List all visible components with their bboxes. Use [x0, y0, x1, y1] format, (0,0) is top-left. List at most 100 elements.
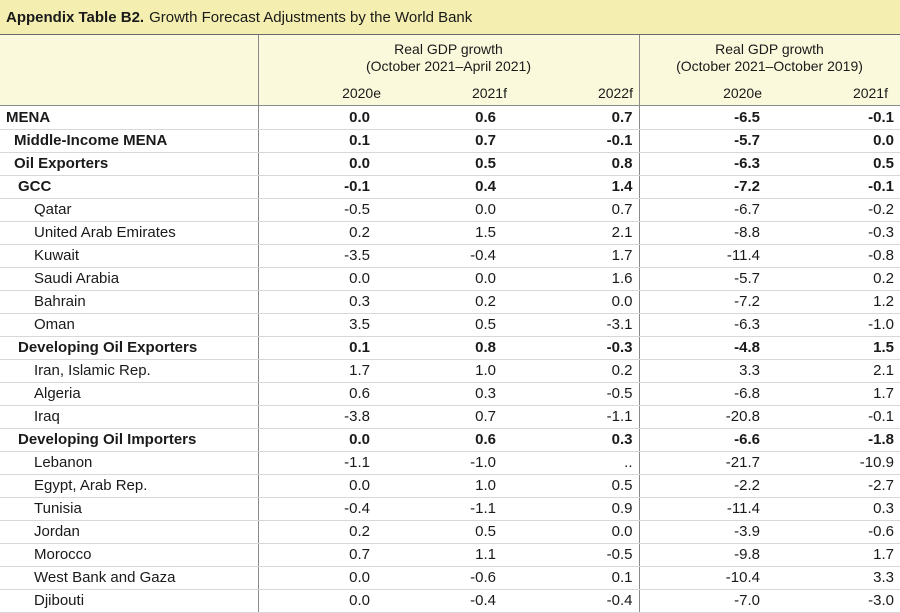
table-cell: 0.0 [257, 106, 384, 130]
table-cell: -0.6 [384, 566, 510, 590]
column-header: 2022f [597, 85, 633, 101]
table-row: Oman 3.5 0.5 -3.1 -6.3 -1.0 [0, 313, 900, 337]
table-cell: 1.1 [384, 543, 510, 567]
table-cell: -1.1 [510, 405, 639, 429]
row-label: Morocco [0, 543, 258, 567]
table-cell: -4.8 [638, 336, 774, 360]
table-cell: -1.1 [257, 451, 384, 475]
row-label: Developing Oil Exporters [0, 336, 258, 360]
table-cell: 0.7 [510, 198, 639, 222]
table-cell: -11.4 [638, 244, 774, 268]
table-cell: -0.6 [774, 520, 900, 544]
table-row: Iraq -3.8 0.7 -1.1 -20.8 -0.1 [0, 405, 900, 429]
table-row: West Bank and Gaza 0.0 -0.6 0.1 -10.4 3.3 [0, 566, 900, 590]
header-divider [258, 35, 259, 105]
row-label: Lebanon [0, 451, 258, 475]
table-cell: 0.5 [774, 152, 900, 176]
table-cell: -6.6 [638, 428, 774, 452]
table-cell: 0.0 [384, 267, 510, 291]
table-row: Morocco 0.7 1.1 -0.5 -9.8 1.7 [0, 543, 900, 567]
table-cell: 0.1 [510, 566, 639, 590]
table-cell: 0.0 [257, 267, 384, 291]
table-cell: 0.3 [257, 290, 384, 314]
table-cell: 1.0 [384, 474, 510, 498]
table-cell: -20.8 [638, 405, 774, 429]
row-label: Qatar [0, 198, 258, 222]
table-cell: 0.5 [384, 520, 510, 544]
table-cell: -3.9 [638, 520, 774, 544]
table-cell: 0.0 [257, 566, 384, 590]
table-cell: 0.2 [774, 267, 900, 291]
table-row: Developing Oil Importers 0.0 0.6 0.3 -6.6 -1.… [0, 428, 900, 452]
table-cell: 0.7 [510, 106, 639, 130]
table-cell: 0.9 [510, 497, 639, 521]
table-cell: 1.5 [774, 336, 900, 360]
table-row: Egypt, Arab Rep. 0.0 1.0 0.5 -2.2 -2.7 [0, 474, 900, 498]
table-cell: 3.3 [774, 566, 900, 590]
row-label: Bahrain [0, 290, 258, 314]
table-cell: 0.3 [774, 497, 900, 521]
table-cell: 0.0 [257, 474, 384, 498]
table-cell: -8.8 [638, 221, 774, 245]
table-cell: 0.3 [384, 382, 510, 406]
table-cell: 0.6 [384, 428, 510, 452]
row-label: Developing Oil Importers [0, 428, 258, 452]
row-label: GCC [0, 175, 258, 199]
table-cell: -9.8 [638, 543, 774, 567]
table-cell: 0.7 [257, 543, 384, 567]
table-cell: -0.5 [510, 382, 639, 406]
table-cell: 0.5 [384, 152, 510, 176]
table-cell: 0.3 [510, 428, 639, 452]
column-header: 2021f [471, 85, 507, 101]
row-label: Djibouti [0, 589, 258, 613]
column-group-title: Real GDP growth [715, 41, 824, 57]
table-cell: 0.4 [384, 175, 510, 199]
table-cell: 1.2 [774, 290, 900, 314]
table-cell: -0.2 [774, 198, 900, 222]
row-label: Egypt, Arab Rep. [0, 474, 258, 498]
row-label: Middle-Income MENA [0, 129, 258, 153]
table-cell: 0.7 [384, 405, 510, 429]
table-cell: -0.4 [384, 589, 510, 613]
table-cell: 0.2 [257, 520, 384, 544]
row-label: Iraq [0, 405, 258, 429]
table-cell: 0.2 [510, 359, 639, 383]
table-cell: 0.0 [257, 428, 384, 452]
table-cell: -0.1 [257, 175, 384, 199]
column-group-title: Real GDP growth [394, 41, 503, 57]
table-cell: -3.1 [510, 313, 639, 337]
table-cell: 2.1 [774, 359, 900, 383]
table-cell: -0.3 [774, 221, 900, 245]
row-label: Jordan [0, 520, 258, 544]
table-cell: -5.7 [638, 267, 774, 291]
table-row: Jordan 0.2 0.5 0.0 -3.9 -0.6 [0, 520, 900, 544]
table-cell: 0.0 [510, 520, 639, 544]
table-cell: -0.1 [774, 106, 900, 130]
table-cell: -1.1 [384, 497, 510, 521]
table-cell: 0.0 [384, 198, 510, 222]
table-cell: 0.6 [384, 106, 510, 130]
table-cell: -21.7 [638, 451, 774, 475]
table-cell: -3.5 [257, 244, 384, 268]
table-cell: -1.8 [774, 428, 900, 452]
table-row: Middle-Income MENA 0.1 0.7 -0.1 -5.7 0.0 [0, 129, 900, 153]
table-cell: 0.2 [384, 290, 510, 314]
table-title-label: Appendix Table B2. [6, 8, 145, 26]
table-cell: .. [510, 451, 639, 475]
row-label: Iran, Islamic Rep. [0, 359, 258, 383]
table-cell: 0.1 [257, 129, 384, 153]
table-row: Iran, Islamic Rep. 1.7 1.0 0.2 3.3 2.1 [0, 359, 900, 383]
table-cell: 2.1 [510, 221, 639, 245]
column-header: 2021f [852, 85, 888, 101]
table-cell: 0.1 [257, 336, 384, 360]
table-cell: -7.0 [638, 589, 774, 613]
table-cell: -6.7 [638, 198, 774, 222]
table-row: Lebanon -1.1 -1.0.. -21.7 -10.9 [0, 451, 900, 475]
table-row: Qatar -0.5 0.0 0.7 -6.7 -0.2 [0, 198, 900, 222]
table-cell: 0.0 [257, 589, 384, 613]
table-cell: -7.2 [638, 290, 774, 314]
row-label: Oil Exporters [0, 152, 258, 176]
table-row: MENA 0.0 0.6 0.7 -6.5 -0.1 [0, 106, 900, 130]
table-row: Oil Exporters 0.0 0.5 0.8 -6.3 0.5 [0, 152, 900, 176]
table-cell: -1.0 [774, 313, 900, 337]
